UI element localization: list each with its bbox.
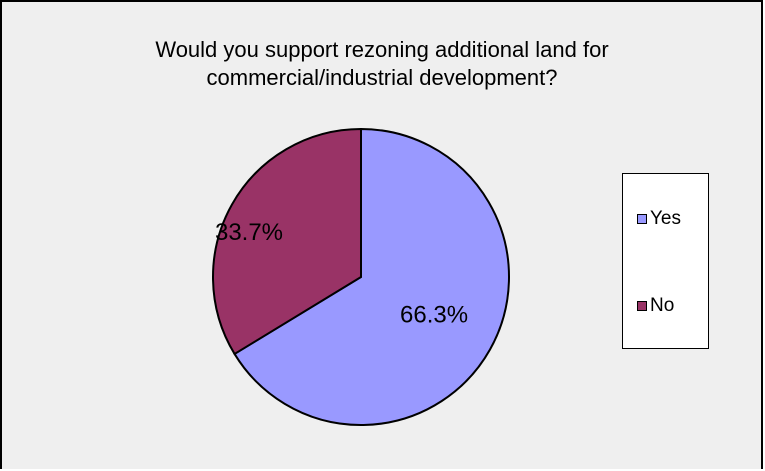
chart-title: Would you support rezoning additional la… [155, 37, 609, 90]
pie-slice-no [212, 127, 362, 356]
pie-slices [212, 127, 510, 426]
legend-swatch-no [637, 301, 647, 311]
pie-slice-yes [233, 127, 510, 426]
data-label-yes: 66.3% [400, 302, 468, 329]
legend-swatch-yes [637, 214, 647, 224]
legend-label-no: No [650, 295, 675, 316]
legend-item-no: No [637, 295, 674, 317]
pie-data-labels: 66.3% 33.7% [215, 219, 468, 329]
legend-label-yes: Yes [650, 208, 681, 229]
legend: Yes No [622, 173, 709, 349]
data-label-no: 33.7% [215, 219, 283, 246]
legend-item-yes: Yes [637, 208, 681, 230]
